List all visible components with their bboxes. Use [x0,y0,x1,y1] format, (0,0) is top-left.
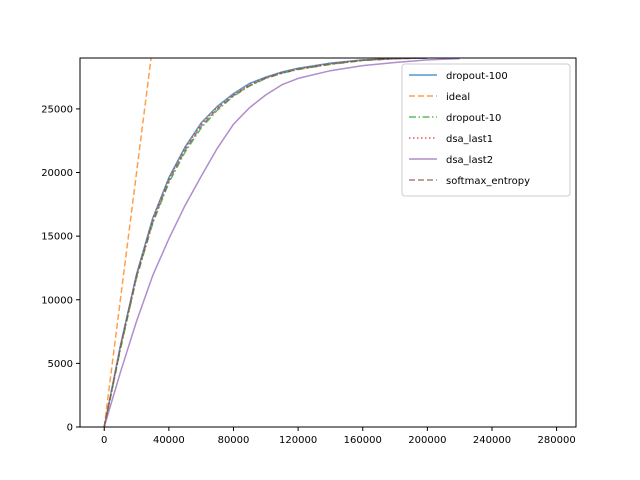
plot-frame [79,57,577,428]
y-axis: 0 5000 10000 15000 20000 25000 [41,104,80,434]
x-axis: 0 40000 80000 120000 160000 200000 240000 28000… [101,427,576,446]
x-tick-label: 280000 [538,435,576,446]
x-tick-label: 240000 [473,435,511,446]
legend: dropout-100 ideal dropout-10 dsa_last1 dsa_l… [401,63,571,197]
x-tick-label: 120000 [279,435,317,446]
series-line-softmax-entropy [103,58,428,427]
legend-label: dropout-10 [446,113,501,124]
series-layer [103,58,460,427]
x-tick-label: 40000 [153,435,185,446]
y-tick-label: 20000 [41,168,73,179]
y-tick-label: 10000 [41,295,73,306]
y-tick-label: 25000 [41,104,73,115]
legend-box [401,63,571,197]
series-line-ideal [103,58,152,427]
legend-label: softmax_entropy [446,176,530,187]
series-line-dsa-last2 [103,58,460,427]
x-tick-label: 0 [101,435,107,446]
legend-label: dsa_last2 [446,155,493,166]
y-tick-label: 5000 [48,359,73,370]
x-tick-label: 200000 [408,435,446,446]
legend-label: dsa_last1 [446,134,493,145]
legend-label: ideal [446,92,470,103]
y-tick-label: 15000 [41,232,73,243]
x-tick-label: 80000 [218,435,250,446]
legend-label: dropout-100 [446,71,508,82]
x-tick-label: 160000 [344,435,382,446]
y-tick-label: 0 [67,423,73,434]
